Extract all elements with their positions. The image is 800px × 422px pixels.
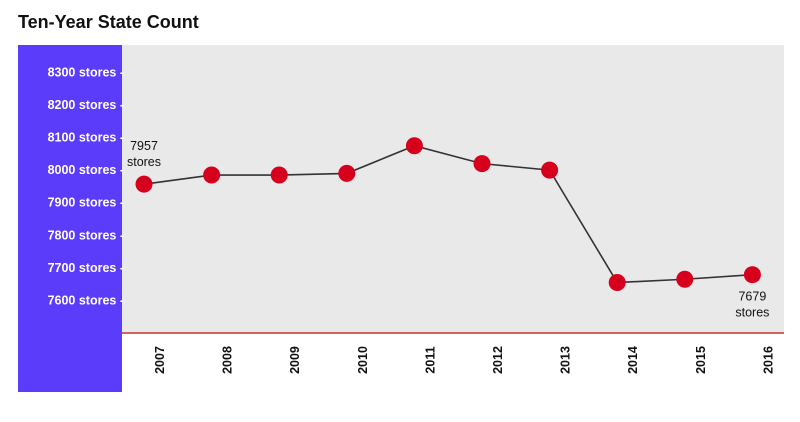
y-tick-label: 7900 stores -	[48, 196, 124, 210]
data-point	[135, 175, 153, 193]
y-tick-label: 8000 stores -	[48, 163, 124, 177]
data-point	[338, 164, 356, 182]
x-tick-label: 2011	[423, 346, 437, 373]
y-tick-label: 7700 stores -	[48, 261, 124, 275]
data-point	[743, 266, 761, 284]
data-point	[203, 166, 221, 184]
data-point	[676, 270, 694, 288]
x-tick-label: 2009	[288, 346, 302, 374]
plot-background	[122, 45, 784, 333]
x-tick-label: 2015	[694, 346, 708, 374]
data-point	[405, 137, 423, 155]
x-tick-label: 2016	[761, 346, 775, 374]
point-annotation: stores	[735, 306, 769, 320]
point-annotation: 7679	[738, 290, 766, 304]
y-tick-label: 8300 stores -	[48, 65, 124, 79]
y-tick-label: 8200 stores -	[48, 98, 124, 112]
x-tick-label: 2012	[491, 346, 505, 374]
y-axis-panel	[18, 45, 122, 392]
x-tick-label: 2008	[221, 346, 235, 374]
data-point	[541, 161, 559, 179]
y-tick-label: 7800 stores -	[48, 228, 124, 242]
point-annotation: stores	[127, 155, 161, 169]
x-tick-label: 2007	[153, 346, 167, 374]
y-tick-label: 7600 stores -	[48, 293, 124, 307]
data-point	[270, 166, 288, 184]
x-tick-label: 2010	[356, 346, 370, 374]
data-point	[473, 155, 491, 173]
x-tick-label: 2014	[626, 346, 640, 374]
series-line	[143, 144, 753, 284]
y-tick-label: 8100 stores -	[48, 131, 124, 145]
data-point	[608, 274, 626, 292]
point-annotation: 7957	[130, 139, 158, 153]
x-tick-label: 2013	[559, 346, 573, 374]
chart-title: Ten-Year State Count	[18, 12, 199, 32]
